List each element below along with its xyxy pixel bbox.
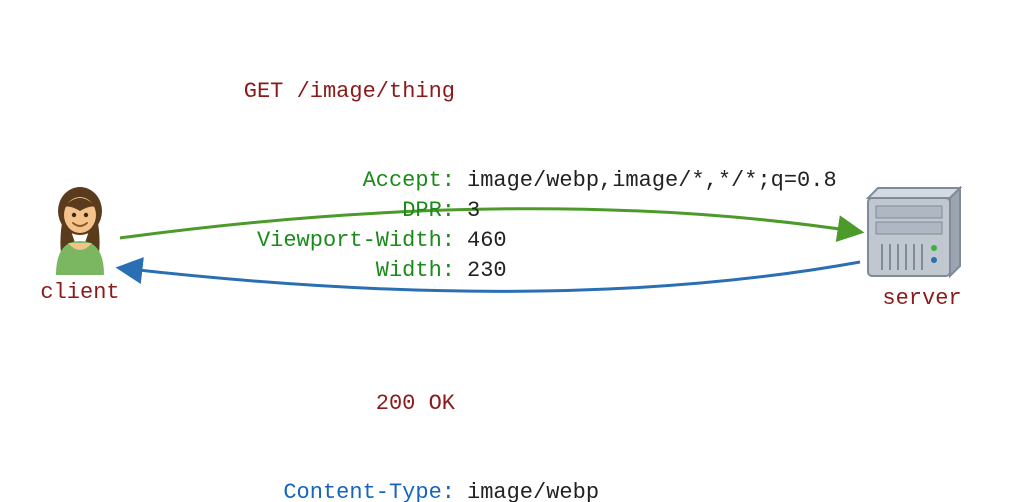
header-row: DPR:3: [0, 196, 1012, 226]
header-row: Accept:image/webp,image/*,*/*;q=0.8: [0, 166, 1012, 196]
header-row: Width:230: [0, 256, 1012, 286]
http-client-hints-diagram: { "layout": { "width": 1012, "height": 5…: [0, 0, 1012, 502]
request-title: GET /image/thing: [0, 77, 459, 107]
header-name: DPR:: [0, 196, 459, 226]
header-value: image/webp,image/*,*/*;q=0.8: [459, 166, 837, 196]
header-value: image/webp: [459, 478, 599, 502]
response-title: 200 OK: [0, 389, 459, 419]
request-block: GET /image/thing Accept:image/webp,image…: [0, 18, 1012, 345]
header-row: Viewport-Width:460: [0, 226, 1012, 256]
header-row: Content-Type:image/webp: [0, 478, 1012, 502]
response-block: 200 OK Content-Type:image/webpContent-Le…: [0, 330, 1012, 502]
header-value: 3: [459, 196, 480, 226]
header-name: Content-Type:: [0, 478, 459, 502]
header-name: Accept:: [0, 166, 459, 196]
header-value: 230: [459, 256, 507, 286]
header-name: Viewport-Width:: [0, 226, 459, 256]
header-value: 460: [459, 226, 507, 256]
header-name: Width:: [0, 256, 459, 286]
